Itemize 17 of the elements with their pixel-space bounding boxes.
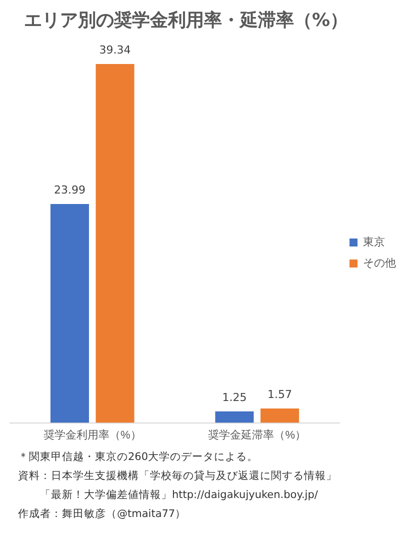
bar bbox=[260, 408, 300, 423]
bar bbox=[96, 64, 134, 423]
text: ＊関東甲信越・東京の260大学のデータによる。 bbox=[18, 450, 260, 465]
legend-label: その他 bbox=[363, 258, 396, 270]
data-label: 39.34 bbox=[99, 43, 131, 56]
bar bbox=[50, 204, 89, 423]
text: 「最新！大学偏差値情報」http://daigakujyuken.boy.jp/ bbox=[39, 488, 319, 503]
legend-label: 東京 bbox=[363, 236, 385, 249]
data-label: 1.25 bbox=[222, 390, 247, 404]
bar bbox=[215, 411, 254, 423]
text: 作成者：舞田敏彦（@tmaita77） bbox=[18, 507, 188, 522]
x-tick-label: 奨学金延滞率（%） bbox=[208, 428, 306, 442]
x-tick-label: 奨学金利用率（%） bbox=[43, 428, 142, 442]
data-label: 1.57 bbox=[268, 388, 292, 401]
text: 資料：日本学生支援機構「学校毎の貸与及び返還に関する情報」 bbox=[18, 469, 338, 484]
chart-title: エリア別の奨学金利用率・延滞率（%） bbox=[23, 9, 350, 33]
data-label: 23.99 bbox=[54, 183, 86, 196]
